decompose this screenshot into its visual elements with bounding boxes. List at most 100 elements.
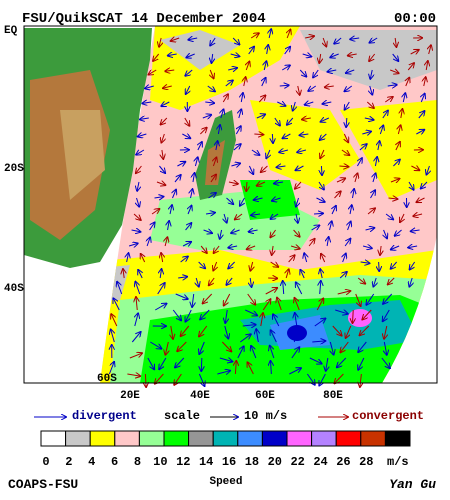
wind-vector xyxy=(289,368,301,375)
wind-vector xyxy=(198,261,205,268)
wind-vector xyxy=(127,253,129,263)
wind-vector xyxy=(367,208,375,215)
wind-vector xyxy=(383,309,390,321)
wind-vector xyxy=(232,37,239,45)
wind-vector xyxy=(296,197,299,207)
wind-vector xyxy=(228,261,235,268)
wind-vector xyxy=(140,118,149,119)
scale-value: 10 m/s xyxy=(244,409,287,423)
wind-vector xyxy=(228,246,238,248)
wind-vector xyxy=(403,93,405,103)
wind-vector xyxy=(319,53,320,63)
wind-vector xyxy=(231,163,240,166)
wind-vector xyxy=(418,111,425,119)
wind-vector xyxy=(272,133,273,143)
wind-vector xyxy=(373,277,376,287)
wind-vector xyxy=(136,297,137,311)
wind-vector xyxy=(198,373,204,386)
wind-vector xyxy=(370,69,372,79)
wind-vector xyxy=(362,246,372,248)
wind-vector xyxy=(177,162,185,166)
wind-vector xyxy=(353,189,355,199)
wind-vector xyxy=(165,70,175,71)
wind-vector xyxy=(272,198,281,201)
wind-vector xyxy=(387,85,397,86)
colorbar-label: 20 xyxy=(268,455,282,469)
wind-vector xyxy=(188,206,191,215)
wind-vector xyxy=(269,29,271,39)
wind-vector xyxy=(327,237,328,247)
wind-vector xyxy=(359,144,367,151)
wind-vector xyxy=(355,173,358,183)
colorbar-swatch xyxy=(163,430,190,447)
wind-vector xyxy=(129,353,142,359)
wind-vector xyxy=(251,149,260,155)
wind-vector xyxy=(173,190,176,199)
wind-vector xyxy=(264,61,266,71)
wind-vector xyxy=(171,325,173,339)
wind-vector xyxy=(277,166,286,167)
wind-vector xyxy=(326,357,328,371)
wind-vector xyxy=(277,298,282,311)
wind-vector xyxy=(348,222,351,231)
wind-vector xyxy=(214,245,220,253)
wind-vector xyxy=(327,70,337,72)
wind-vector xyxy=(145,86,154,89)
wind-vector xyxy=(273,314,280,327)
wind-vector xyxy=(142,102,152,103)
wind-vector xyxy=(283,134,291,138)
wind-vector xyxy=(357,277,365,284)
wind-vector xyxy=(177,341,187,351)
wind-vector xyxy=(316,198,325,202)
wind-vector xyxy=(180,257,188,263)
wind-vector xyxy=(334,373,344,383)
wind-vector xyxy=(277,102,285,106)
wind-vector xyxy=(323,37,326,46)
wind-vector xyxy=(200,245,207,253)
map-frame xyxy=(23,25,438,384)
wind-vector xyxy=(175,293,188,299)
wind-vector xyxy=(271,213,279,219)
wind-vector xyxy=(271,361,272,375)
wind-vector xyxy=(162,149,163,159)
wind-vector xyxy=(388,277,395,284)
wind-vector xyxy=(165,341,168,355)
wind-vector xyxy=(192,293,194,307)
wind-vector xyxy=(424,77,426,87)
wind-vector xyxy=(393,160,399,167)
colorbar-swatch xyxy=(261,430,288,447)
wind-vector xyxy=(335,310,347,314)
wind-vector xyxy=(388,198,398,199)
wind-vector xyxy=(288,255,295,263)
wind-vector xyxy=(213,158,216,167)
wind-vector xyxy=(287,30,290,39)
divergent-label: divergent xyxy=(72,409,137,423)
wind-vector xyxy=(209,277,215,285)
colorbar-unit: m/s xyxy=(387,455,409,469)
colorbar-swatch xyxy=(384,430,411,447)
wind-vector xyxy=(228,182,238,184)
colorbar-label: 6 xyxy=(111,455,118,469)
wind-vector xyxy=(305,102,314,105)
wind-vector xyxy=(225,325,229,339)
wind-vector xyxy=(138,134,147,137)
wind-vector xyxy=(384,229,387,238)
wind-vector xyxy=(283,281,284,295)
wind-vector xyxy=(360,373,361,387)
colorbar-label: 26 xyxy=(336,455,350,469)
colorbar-label: 28 xyxy=(359,455,373,469)
wind-vector xyxy=(123,269,124,279)
wind-vector xyxy=(384,325,387,339)
wind-vector xyxy=(305,36,314,38)
wind-vector xyxy=(380,245,381,255)
wind-vector xyxy=(332,206,336,215)
wind-vector xyxy=(381,357,390,368)
colorbar-label: 10 xyxy=(153,455,167,469)
wind-vector xyxy=(362,132,371,135)
wind-vector xyxy=(366,293,375,305)
wind-vector xyxy=(212,53,213,63)
wind-vector xyxy=(346,70,355,73)
wind-vector xyxy=(407,63,414,71)
wind-vector xyxy=(300,270,304,279)
